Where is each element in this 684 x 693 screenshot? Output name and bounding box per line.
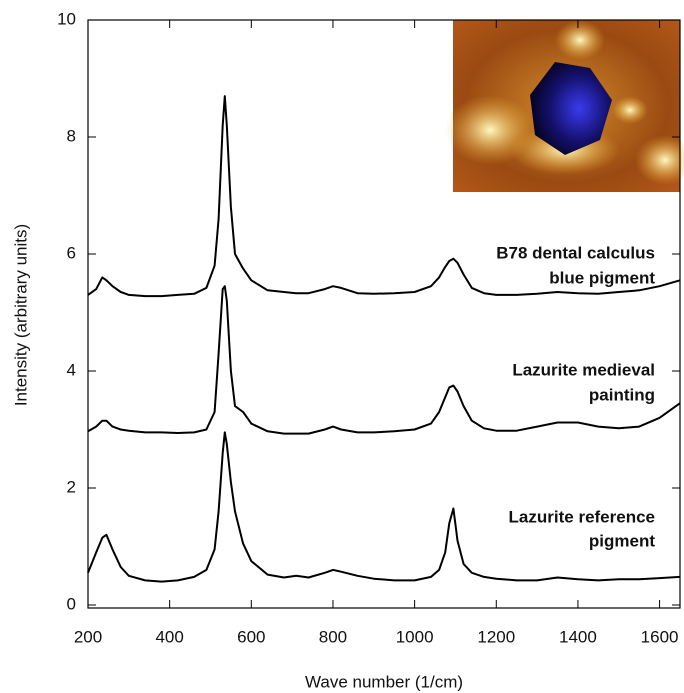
x-axis-label: Wave number (1/cm) [305,672,463,691]
spectrum-annotation: Lazurite reference [509,507,655,526]
y-tick-label: 0 [67,594,76,613]
y-tick-label: 6 [67,243,76,262]
x-tick-label: 1400 [559,627,597,646]
spectrum-annotation: blue pigment [549,268,655,287]
spectrum-line [87,95,681,298]
y-tick-label: 8 [67,126,76,145]
x-tick-label: 1200 [477,627,515,646]
spectrum-annotation: B78 dental calculus [496,243,655,262]
x-tick-label: 1600 [641,627,679,646]
plot-frame [87,19,681,609]
spectrum-annotation: Lazurite medieval [512,360,655,379]
y-tick-label: 2 [67,477,76,496]
x-tick-label: 400 [155,627,183,646]
y-tick-label: 10 [57,9,76,28]
inset-photo [445,20,684,192]
x-tick-label: 200 [74,627,102,646]
spectrum-line [87,285,681,435]
spectrum-annotation: pigment [589,531,655,550]
x-tick-label: 1000 [396,627,434,646]
x-tick-label: 800 [319,627,347,646]
y-tick-label: 4 [67,360,76,379]
y-axis-label: Intensity (arbitrary units) [11,224,30,406]
spectrum-annotation: painting [589,385,655,404]
x-tick-label: 600 [237,627,265,646]
spectrum-line [87,431,681,583]
